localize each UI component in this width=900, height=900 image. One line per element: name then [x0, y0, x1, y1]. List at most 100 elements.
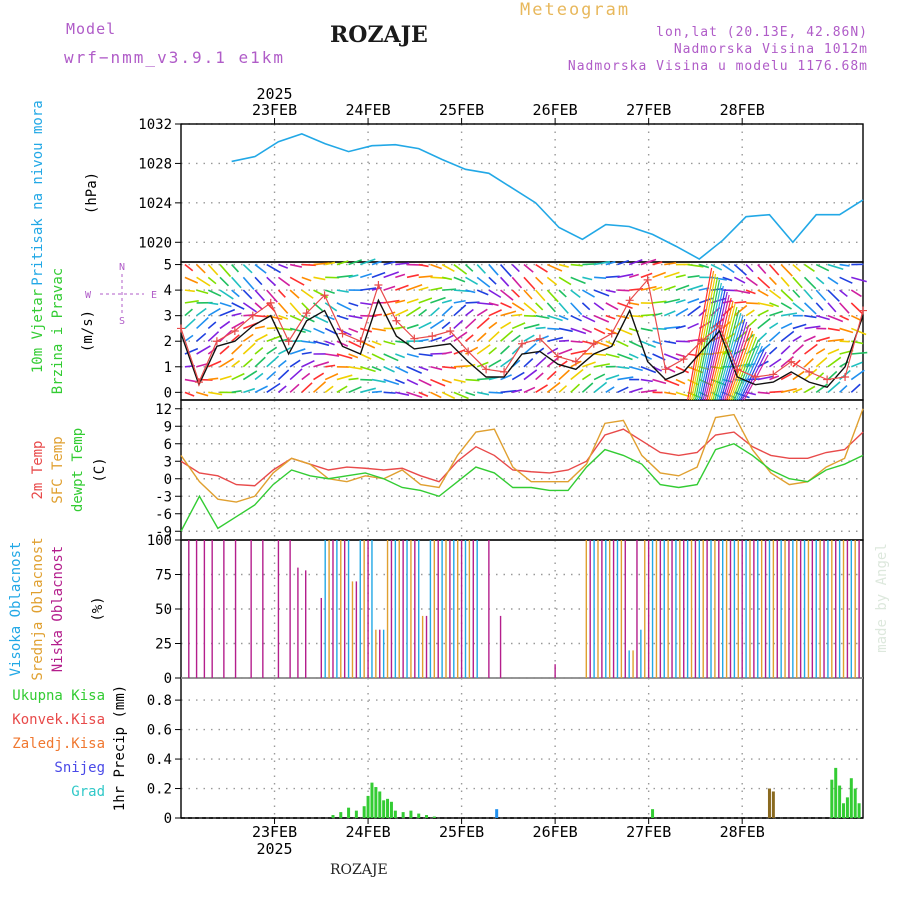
wind-barb	[640, 340, 656, 349]
wind-barb	[313, 340, 330, 347]
wind-arrows	[184, 258, 868, 401]
wind-barb	[219, 289, 234, 300]
wind-barb	[523, 358, 534, 368]
wind-barb	[803, 358, 814, 368]
wind-barb	[757, 391, 770, 395]
pressure-ytick-label: 1032	[138, 117, 172, 133]
wind-barb	[712, 306, 738, 401]
wind-barb	[664, 340, 677, 345]
wind-barb	[733, 339, 759, 401]
wind-barb	[231, 320, 245, 330]
wind-barb	[324, 314, 335, 321]
temperature-panel: -9-6 -30 36 912	[155, 399, 864, 541]
top-day-label: 23FEB	[252, 101, 297, 119]
wind-barb	[757, 317, 771, 330]
wind-barb	[700, 288, 726, 401]
wind-barb	[465, 346, 479, 355]
wind-barb	[546, 381, 561, 393]
wind-barb	[360, 327, 373, 333]
wind-barb	[453, 299, 466, 304]
wind-barb	[769, 358, 782, 368]
wind-barb	[734, 289, 751, 294]
wind-barb	[418, 275, 433, 279]
wind-barb	[663, 285, 676, 291]
wind-barb	[535, 314, 550, 320]
wind-barb	[664, 298, 681, 304]
wind-barb	[640, 285, 657, 291]
precip-bar	[331, 815, 335, 818]
pressure-panel: 1020 1024 1028 1032	[138, 117, 864, 263]
precip-ytick-label: 0.4	[147, 752, 172, 768]
wind-barb	[383, 340, 396, 346]
wind-barb	[780, 330, 795, 342]
wind-gust-marker	[500, 367, 509, 376]
wind-barb	[558, 339, 570, 343]
wind-barb	[406, 298, 419, 304]
wind-barb	[371, 390, 382, 394]
wind-barb	[605, 353, 620, 359]
wind-gust-marker	[715, 321, 724, 330]
wind-barb	[477, 391, 490, 396]
wind-barb	[207, 331, 220, 342]
wind-barb	[780, 263, 793, 277]
wind-barb	[768, 331, 781, 342]
wind-barb	[535, 263, 548, 273]
wind-barb	[523, 276, 536, 290]
wind-gust-marker	[571, 357, 580, 366]
wind-barb	[324, 385, 334, 393]
credit-watermark: made by Angel	[874, 543, 890, 653]
wind-barb	[394, 366, 409, 374]
wind-barb	[804, 325, 821, 330]
wind-barb	[664, 262, 677, 266]
wind-barb	[558, 327, 573, 333]
wind-barb	[278, 263, 289, 269]
wind-barb	[488, 289, 502, 299]
wind-barb	[278, 338, 289, 343]
wind-barb	[605, 374, 620, 381]
temp-side-label: dewpt Temp	[70, 428, 86, 512]
wind-barb	[850, 302, 864, 315]
wind-barb	[727, 330, 754, 401]
wind-gust-marker	[266, 298, 275, 307]
wind-barb	[500, 345, 510, 355]
wind-barb	[706, 297, 732, 401]
wind-barb	[360, 378, 373, 381]
temperature-ytick-label: 6	[164, 437, 172, 453]
top-day-label: 24FEB	[345, 101, 390, 119]
wind-barb	[535, 384, 548, 394]
wind-side-label: 10m Vjetar	[30, 289, 46, 373]
wind-barb	[757, 302, 774, 308]
wind-barb	[395, 391, 410, 397]
wind-barb	[476, 276, 491, 288]
precip-frame	[180, 677, 864, 819]
wind-barb	[511, 263, 520, 273]
wind-barb	[850, 289, 862, 298]
wind-barb	[663, 271, 680, 279]
wind-barb	[688, 270, 715, 401]
wind-barb	[803, 302, 817, 315]
wind-barb	[336, 302, 352, 311]
wind-barb	[348, 377, 359, 381]
wind-barb	[704, 294, 730, 401]
wind-barb	[780, 345, 791, 355]
wind-barb	[348, 353, 359, 359]
wind-gust-marker	[661, 365, 670, 374]
wind-barb	[547, 336, 564, 343]
wind-barb	[547, 327, 560, 331]
wind-ytick-label: 5	[164, 258, 172, 274]
wind-barb	[745, 309, 755, 317]
precip-bar	[838, 785, 842, 818]
station-title: ROZAJE	[330, 22, 428, 48]
wind-barb	[675, 307, 689, 317]
wind-barb	[313, 361, 330, 368]
wind-barb	[781, 312, 798, 317]
wind-barb	[406, 306, 421, 317]
precip-unit: 1hr Precip (mm)	[112, 685, 128, 811]
wind-barb	[780, 373, 793, 381]
wind-barb	[768, 276, 777, 286]
wind-gust-marker	[841, 373, 850, 381]
wind-barb	[535, 356, 547, 368]
wind-barb	[488, 321, 498, 330]
wind-barb	[605, 275, 620, 279]
wind-barb	[360, 387, 376, 394]
